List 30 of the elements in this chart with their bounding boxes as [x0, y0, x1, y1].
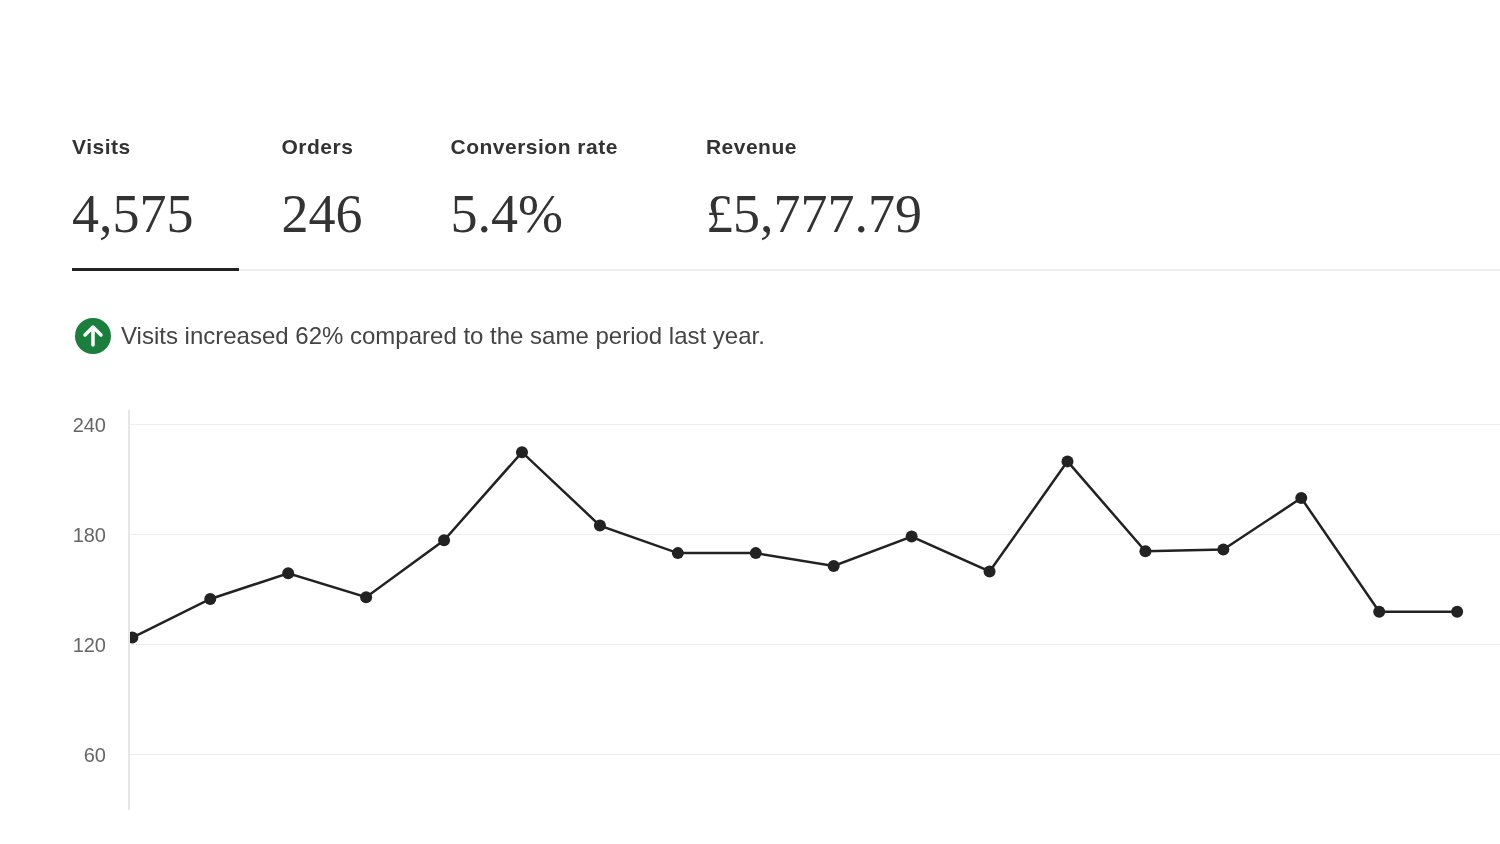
- text: Conversion rate: [450, 135, 618, 159]
- y-tick-label: 120: [72, 633, 106, 656]
- point: [1451, 605, 1464, 618]
- point: [593, 519, 606, 532]
- text: Orders: [281, 135, 355, 159]
- y-tick-label: 180: [72, 523, 106, 546]
- point: [516, 446, 528, 459]
- text: Visits: [72, 135, 132, 159]
- point: [1295, 492, 1308, 505]
- y-tick-label: 240: [72, 413, 106, 436]
- text: £5,777.79: [705, 183, 922, 245]
- point: [827, 559, 840, 572]
- point: [360, 591, 373, 604]
- text: Revenue: [705, 135, 798, 159]
- point: [1217, 543, 1230, 556]
- point: [204, 592, 217, 605]
- text: 4,575: [72, 183, 194, 245]
- point: [282, 567, 295, 580]
- point: [983, 565, 996, 578]
- point: [1373, 605, 1386, 618]
- text: Visits increased 62% compared to the same period last year.: [121, 322, 765, 350]
- point: [1139, 545, 1152, 558]
- text: 5.4%: [450, 183, 564, 245]
- text: 246: [281, 183, 363, 245]
- point: [1061, 455, 1074, 468]
- point: [438, 534, 451, 547]
- y-tick-label: 60: [83, 743, 106, 766]
- point: [671, 547, 684, 560]
- point: [749, 547, 762, 560]
- point: [905, 530, 918, 543]
